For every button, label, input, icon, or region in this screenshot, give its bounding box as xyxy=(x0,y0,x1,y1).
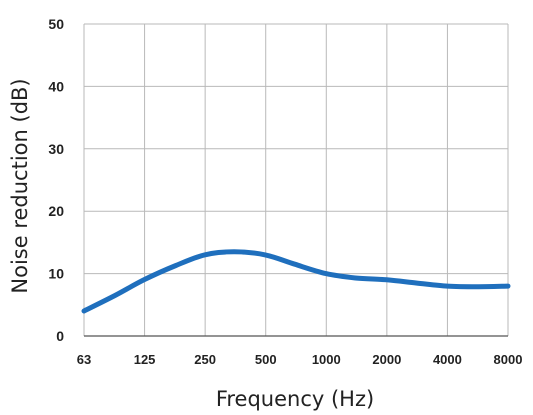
y-axis-ticks: 0 10 20 30 40 50 xyxy=(48,16,64,344)
x-tick-label: 8000 xyxy=(494,352,523,367)
y-tick-label: 20 xyxy=(48,203,64,219)
series-group xyxy=(81,249,511,314)
y-tick-label: 10 xyxy=(48,266,64,282)
x-tick-label: 4000 xyxy=(433,352,462,367)
x-tick-label: 250 xyxy=(194,352,216,367)
y-tick-label: 0 xyxy=(56,328,64,344)
x-tick-label: 2000 xyxy=(372,352,401,367)
y-axis-label: Noise reduction (dB) xyxy=(8,78,32,293)
grid xyxy=(83,23,509,337)
x-tick-label: 125 xyxy=(134,352,156,367)
y-tick-label: 30 xyxy=(48,141,64,157)
y-tick-label: 50 xyxy=(48,16,64,32)
x-axis-label: Frequency (Hz) xyxy=(216,387,374,411)
y-tick-label: 40 xyxy=(48,78,64,94)
x-tick-label: 500 xyxy=(255,352,277,367)
x-tick-label: 1000 xyxy=(312,352,341,367)
x-tick-label: 63 xyxy=(77,352,91,367)
series-line xyxy=(81,249,511,314)
x-axis-ticks: 63 125 250 500 1000 2000 4000 8000 xyxy=(77,352,523,367)
